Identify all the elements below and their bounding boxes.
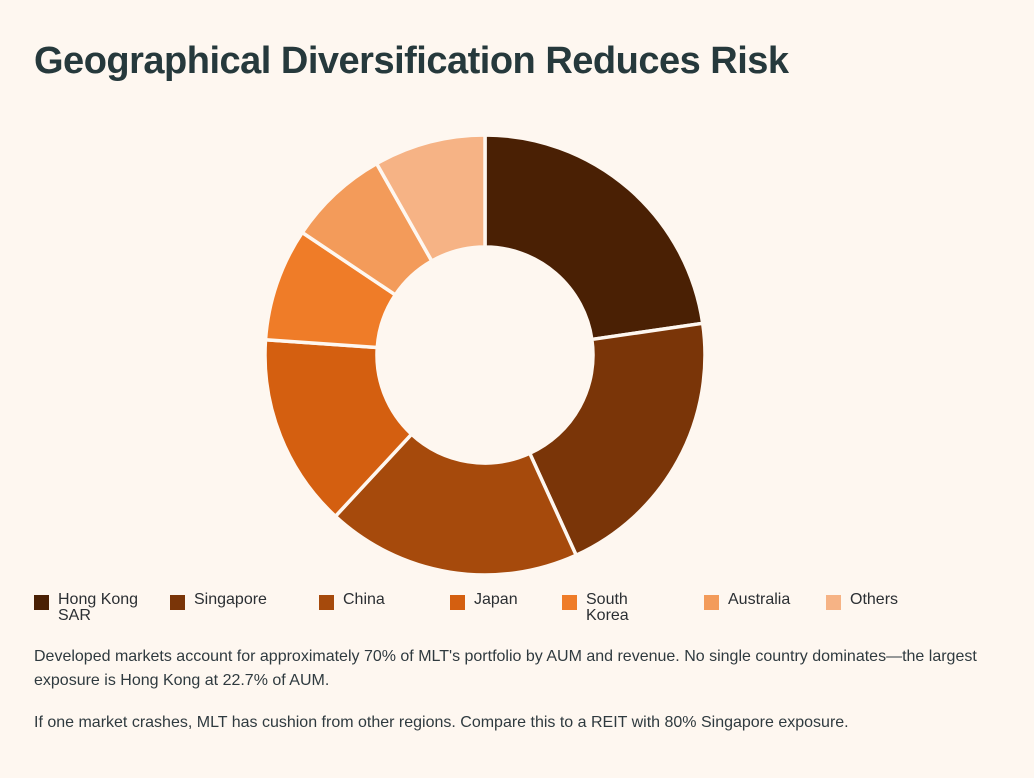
legend-label: Singapore [194, 591, 267, 608]
legend-swatch [450, 595, 465, 610]
donut-slice-singapore[interactable] [527, 321, 707, 558]
donut-slice-hong-kong-sar[interactable] [483, 133, 705, 342]
legend-swatch [34, 595, 49, 610]
legend-label: Others [850, 591, 899, 608]
donut-slices [263, 133, 707, 577]
legend-swatch [319, 595, 334, 610]
donut-chart [263, 133, 707, 577]
legend-swatch [562, 595, 577, 610]
donut-slice-others[interactable] [374, 133, 487, 264]
legend-label: Australia [728, 591, 791, 608]
legend-item-others[interactable]: Others [826, 592, 945, 610]
legend-label: China [343, 591, 385, 608]
chart-legend: Hong Kong SAR Singapore China Japan Sout… [34, 592, 934, 632]
legend-swatch [704, 595, 719, 610]
legend-swatch [826, 595, 841, 610]
note-paragraph-developed-markets: Developed markets account for approximat… [34, 648, 977, 689]
legend-item-south-korea[interactable]: South Korea [562, 592, 646, 624]
legend-label: Hong Kong SAR [58, 591, 139, 624]
page-title: Geographical Diversification Reduces Ris… [34, 40, 789, 82]
legend-item-hong-kong[interactable]: Hong Kong SAR [34, 592, 153, 624]
note-paragraph-cushion: If one market crashes, MLT has cushion f… [34, 714, 849, 731]
legend-item-china[interactable]: China [319, 592, 438, 610]
legend-label: Japan [474, 591, 518, 608]
legend-item-japan[interactable]: Japan [450, 592, 569, 610]
legend-swatch [170, 595, 185, 610]
legend-label: South Korea [586, 591, 629, 624]
legend-item-australia[interactable]: Australia [704, 592, 823, 610]
donut-slice-china[interactable] [332, 431, 579, 577]
legend-item-singapore[interactable]: Singapore [170, 592, 289, 610]
